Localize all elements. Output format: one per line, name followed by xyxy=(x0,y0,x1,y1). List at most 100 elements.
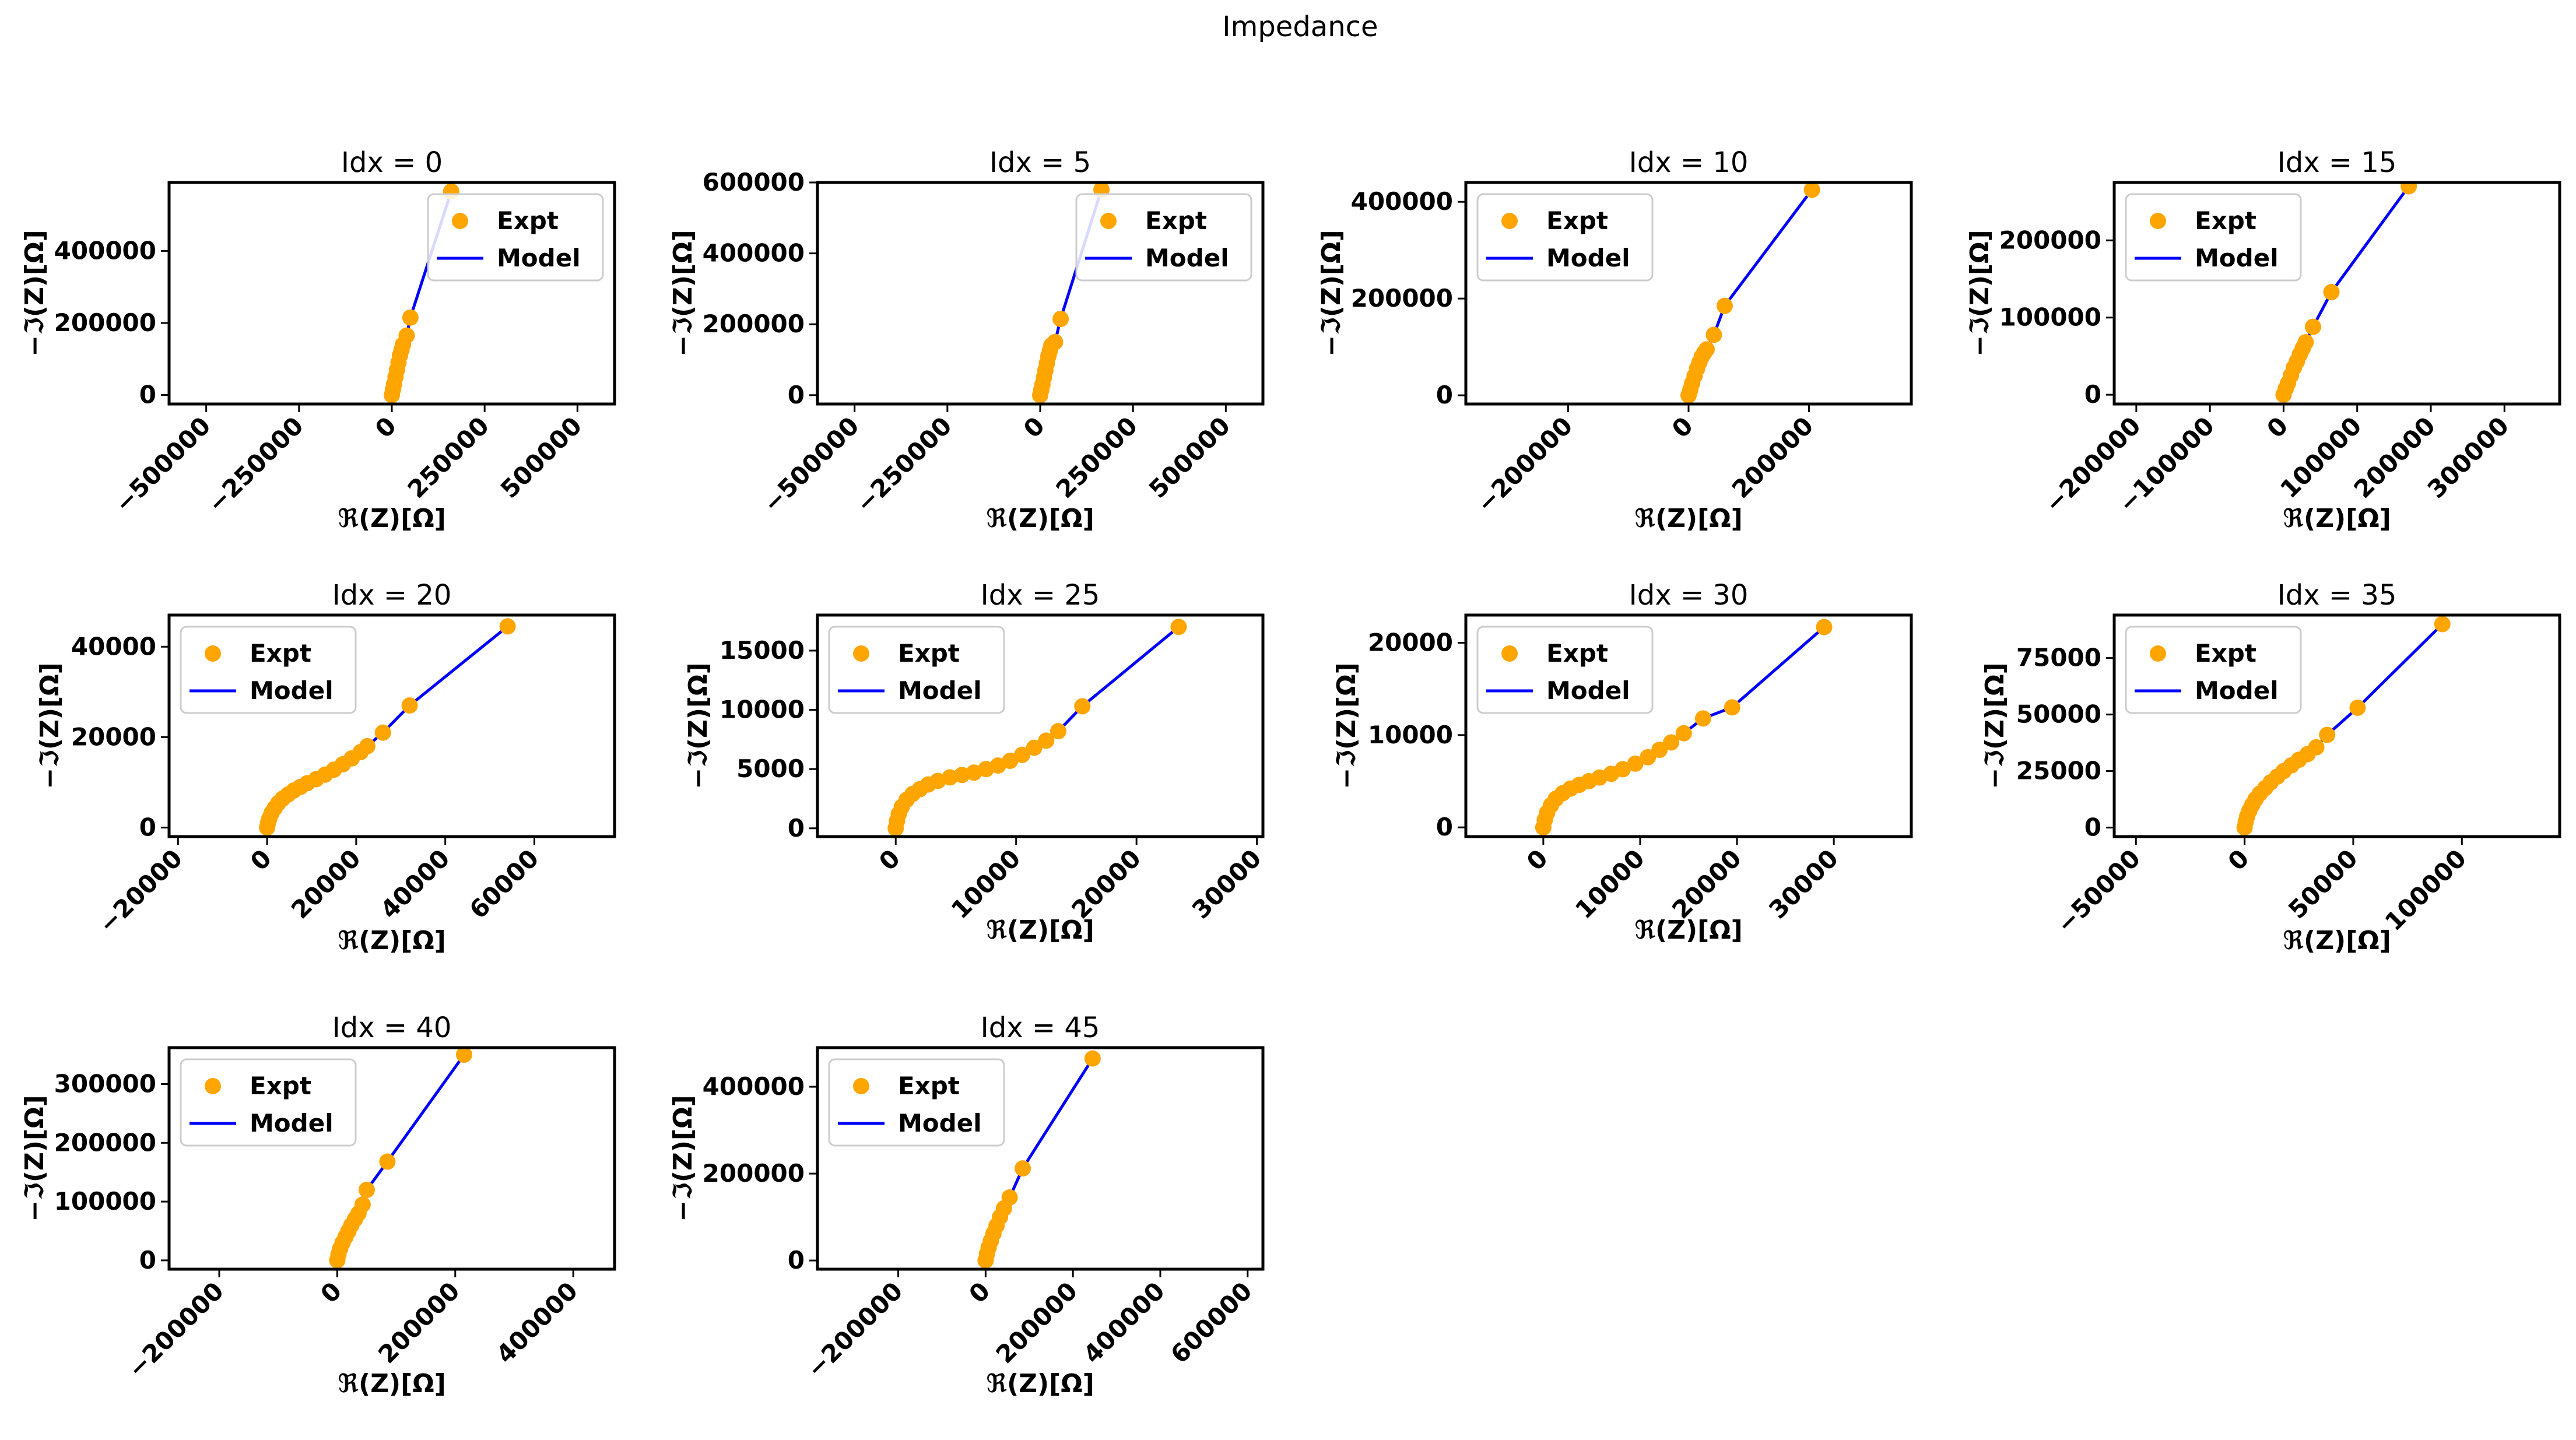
expt-point xyxy=(1047,333,1064,350)
expt-point xyxy=(1663,734,1680,751)
expt-point xyxy=(1816,619,1833,635)
x-tick-label: −250000 xyxy=(850,411,957,518)
subplot-title: Idx = 40 xyxy=(332,1011,452,1044)
expt-point xyxy=(499,618,516,635)
y-axis-label: −ℑ(Z)[Ω] xyxy=(683,662,713,789)
expt-point xyxy=(401,697,418,714)
subplot-2: Idx = 10 −200000 0 200000 0 200000 400000 ℜ(Z)[… xyxy=(1317,146,1913,533)
x-tick-label: 20000 xyxy=(286,844,366,924)
x-tick-label: −500000 xyxy=(757,411,865,518)
y-tick-label: 15000 xyxy=(720,636,805,665)
y-tick-label: 200000 xyxy=(54,308,156,337)
expt-point xyxy=(2304,318,2321,335)
legend-model-label: Model xyxy=(1145,244,1229,272)
x-tick-label: −200000 xyxy=(122,1276,230,1383)
y-tick-label: 50000 xyxy=(2016,700,2101,729)
x-tick-label: −200000 xyxy=(801,1276,908,1383)
x-tick-label: 0 xyxy=(1666,411,1698,443)
legend: Expt Model xyxy=(828,626,1005,714)
axes-frame xyxy=(816,1046,1265,1271)
expt-point xyxy=(2319,726,2336,743)
legend-expt-label: Expt xyxy=(2195,206,2256,235)
y-tick-label: 200000 xyxy=(54,1128,156,1157)
axes-frame xyxy=(167,613,616,838)
y-axis-label: −ℑ(Z)[Ω] xyxy=(20,230,50,356)
expt-point xyxy=(2434,616,2451,633)
legend: Expt Model xyxy=(1075,193,1252,282)
subplot-title: Idx = 45 xyxy=(981,1011,1100,1044)
y-tick-label: 400000 xyxy=(703,239,805,268)
expt-point xyxy=(1170,619,1187,635)
subplot-0: Idx = 0−500000−250000 0 250000 500000020000… xyxy=(20,146,616,533)
legend-expt-marker xyxy=(853,1078,869,1094)
legend-expt-marker xyxy=(1501,213,1518,229)
expt-point xyxy=(1705,326,1722,343)
y-tick-label: 0 xyxy=(788,1246,805,1274)
x-tick-label: −20000 xyxy=(93,844,188,939)
expt-point xyxy=(402,309,419,326)
legend-expt-label: Expt xyxy=(1546,639,1608,668)
x-tick-label: 10000 xyxy=(1570,844,1650,924)
plot-area xyxy=(1032,182,1110,403)
expt-point xyxy=(1015,1160,1031,1177)
expt-point xyxy=(2308,739,2325,756)
expt-point xyxy=(358,1181,375,1198)
expt-point xyxy=(1014,746,1031,763)
x-tick-label: 0 xyxy=(370,411,402,443)
y-tick-label: 300000 xyxy=(54,1069,156,1098)
y-tick-label: 400000 xyxy=(54,236,156,265)
expt-point xyxy=(1675,725,1692,742)
subplot-4: Idx = 20−20000 0 20000 40000 600000200004000… xyxy=(35,579,616,956)
axes-frame xyxy=(1464,613,1913,838)
legend: Expt Model xyxy=(828,1058,1005,1147)
axes-frame xyxy=(816,613,1265,838)
x-tick-label: 0 xyxy=(963,1276,995,1308)
plot-area xyxy=(329,1048,472,1269)
legend-expt-label: Expt xyxy=(250,639,311,668)
subplot-title: Idx = 15 xyxy=(2277,146,2397,179)
x-tick-label: 20000 xyxy=(1066,844,1146,924)
x-tick-label: 200000 xyxy=(373,1276,465,1369)
y-tick-label: 0 xyxy=(139,813,156,841)
x-tick-label: −500000 xyxy=(109,411,216,518)
x-tick-label: 30000 xyxy=(1187,844,1267,924)
y-axis-label: −ℑ(Z)[Ω] xyxy=(20,1095,50,1221)
x-axis-label: ℜ(Z)[Ω] xyxy=(338,926,446,956)
subplot-title: Idx = 25 xyxy=(981,579,1100,612)
legend-expt-label: Expt xyxy=(250,1072,311,1100)
expt-point xyxy=(374,724,391,741)
subplot-7: Idx = 35−50000 0 50000 10000002500050000750… xyxy=(1980,579,2561,956)
legend-model-label: Model xyxy=(497,244,581,272)
y-tick-label: 10000 xyxy=(720,696,805,724)
x-tick-label: 0 xyxy=(245,844,277,876)
expt-point xyxy=(1651,742,1668,758)
legend-expt-label: Expt xyxy=(898,639,960,668)
x-tick-label: 50000 xyxy=(2283,844,2363,924)
legend-model-label: Model xyxy=(2195,244,2279,272)
axes-frame xyxy=(2112,181,2561,406)
subplot-6: Idx = 300 10000 20000 3000001000020000ℜ(Z)[… xyxy=(1332,579,1913,945)
y-tick-label: 200000 xyxy=(703,310,805,338)
y-tick-label: 600000 xyxy=(703,168,805,196)
y-tick-label: 75000 xyxy=(2016,644,2101,672)
legend-expt-marker xyxy=(2150,213,2166,229)
legend-expt-marker xyxy=(1501,645,1518,662)
subplot-8: Idx = 40−200000 0 200000 400000010000020000… xyxy=(20,1011,616,1399)
subplot-title: Idx = 30 xyxy=(1629,579,1749,612)
expt-point xyxy=(379,1153,396,1170)
x-tick-label: −200000 xyxy=(1471,411,1578,518)
expt-point xyxy=(2297,334,2314,351)
y-tick-label: 400000 xyxy=(703,1072,805,1101)
x-tick-label: 300000 xyxy=(2422,411,2515,504)
x-tick-label: 200000 xyxy=(1726,411,1819,504)
y-tick-label: 20000 xyxy=(71,722,156,751)
x-tick-label: 10000 xyxy=(946,844,1026,924)
y-tick-label: 5000 xyxy=(736,754,805,783)
subplot-title: Idx = 5 xyxy=(989,146,1091,179)
y-axis-label: −ℑ(Z)[Ω] xyxy=(1317,230,1346,356)
plot-area xyxy=(2275,182,2417,403)
subplot-9: Idx = 45−200000 0200000400000600000020000… xyxy=(668,1011,1265,1399)
legend-model-label: Model xyxy=(1546,244,1630,272)
legend-model-label: Model xyxy=(250,676,334,705)
